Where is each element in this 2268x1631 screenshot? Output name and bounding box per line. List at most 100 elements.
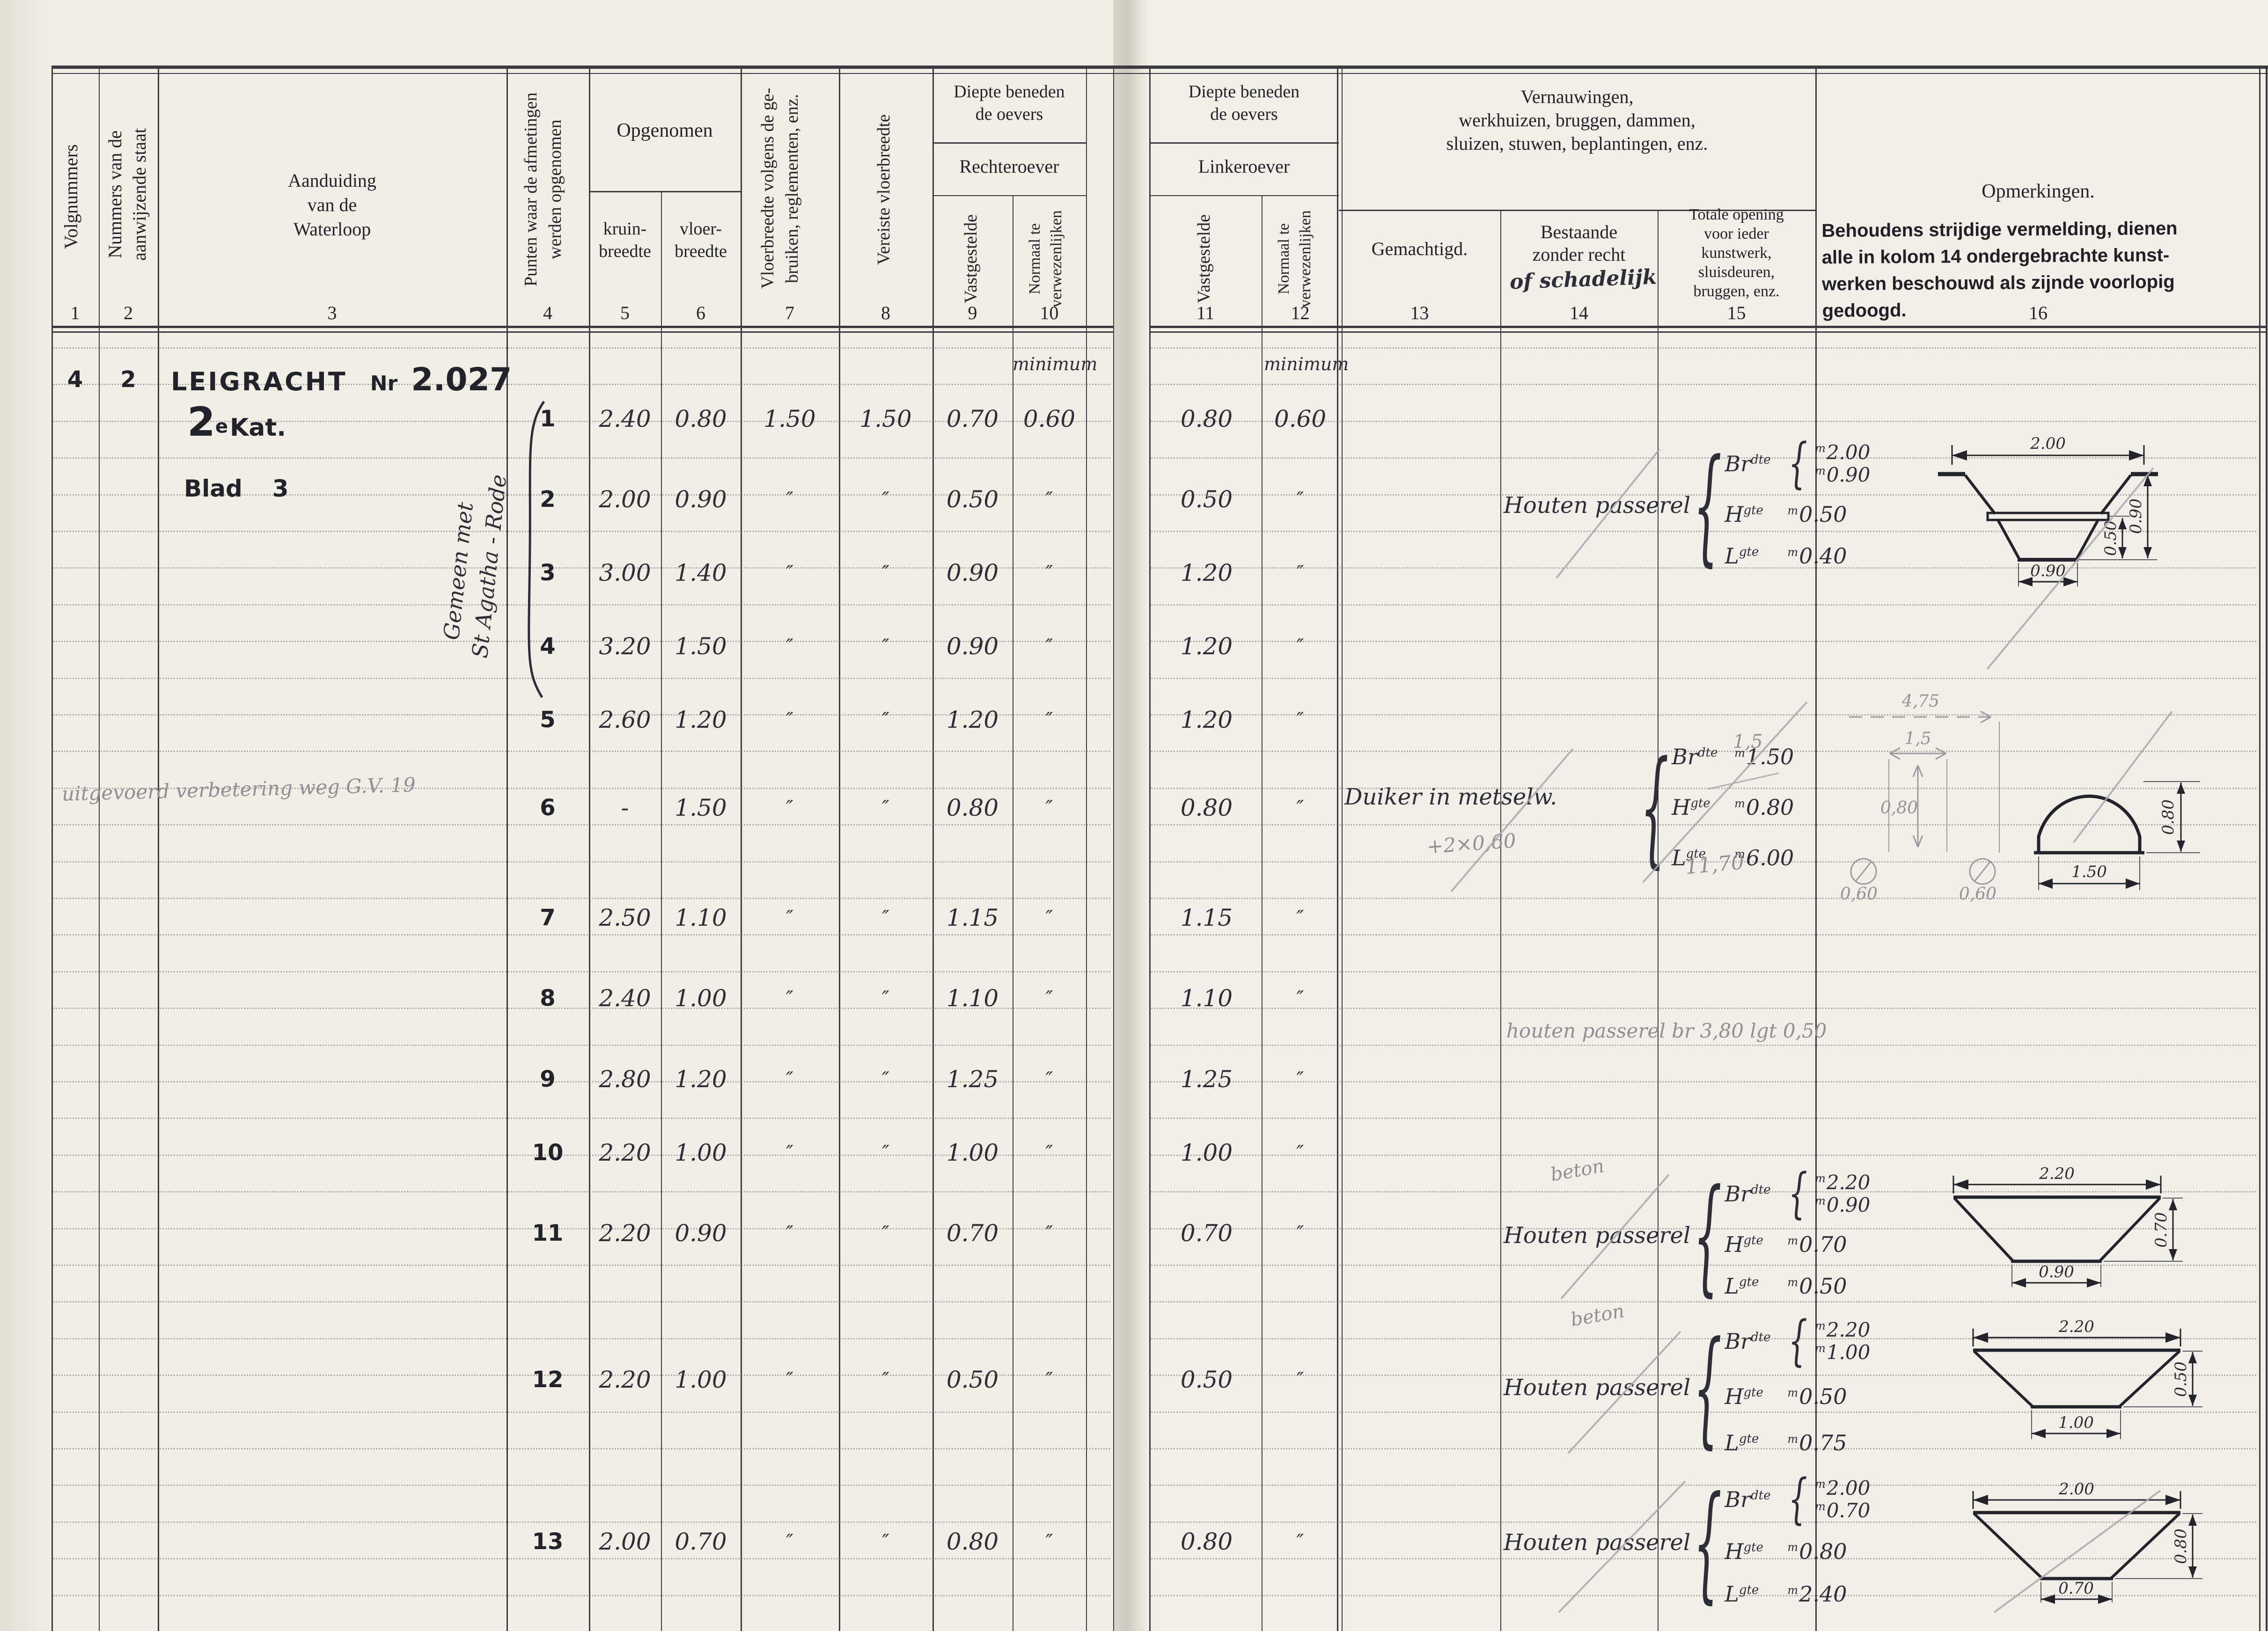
cell-value: ″	[1296, 796, 1304, 819]
ruled-line	[53, 861, 1110, 863]
ruled-line	[1151, 457, 2256, 459]
cell-value: 0.90	[946, 559, 999, 586]
grid-line-horizontal	[932, 195, 1086, 196]
cell-value: 2.00	[599, 486, 651, 513]
cell-value: 1.20	[946, 706, 999, 733]
ruled-line	[53, 567, 1110, 569]
cell-value: 1.00	[675, 1366, 727, 1393]
cell-value: ″	[1045, 1141, 1053, 1164]
cell-value: 1.20	[1180, 706, 1233, 733]
cell-point: 1	[540, 406, 556, 432]
brace: {	[1693, 1469, 1722, 1616]
ruled-line	[1151, 1008, 2256, 1009]
grid-line-horizontal	[51, 326, 1113, 328]
cell-value: ″	[882, 987, 889, 1009]
ruled-line	[1151, 567, 2256, 569]
svg-text:0.70: 0.70	[2058, 1579, 2094, 1598]
minimum-label-right-bank: minimum	[1013, 354, 1098, 374]
svg-text:0.90: 0.90	[2127, 498, 2145, 534]
cell-value: ″	[786, 906, 793, 929]
sketch-passerel-row12: 2.20 1.00 0.50	[1972, 1317, 2202, 1439]
ruled-line	[1151, 898, 2256, 899]
cell-value: 1.00	[946, 1139, 999, 1166]
cell-value: ″	[786, 1530, 793, 1553]
svg-text:0.50: 0.50	[2101, 520, 2120, 556]
brace: {	[1693, 1162, 1722, 1309]
grid-line-horizontal	[1339, 210, 1815, 211]
cell-value: ″	[882, 796, 889, 819]
cell-value: 0.90	[675, 486, 727, 513]
ruled-line	[53, 531, 1110, 532]
ruled-line	[53, 384, 1110, 385]
pencil-passerel-note: houten passerel br 3,80 lgt 0,50	[1506, 1019, 1827, 1042]
svg-text:2.20: 2.20	[2039, 1164, 2075, 1183]
kunstwerk-row12: Houten passerel { Brdte{ m2.20 m1.00 Hgt…	[1504, 1310, 1871, 1461]
cell-value: ″	[1296, 561, 1304, 584]
cell-value: ″	[1045, 1530, 1053, 1553]
cell-value: 0.70	[946, 1220, 999, 1247]
cell-point: 12	[532, 1367, 564, 1393]
grid-line-horizontal	[1149, 326, 2266, 328]
cell-value: 0.70	[946, 405, 999, 432]
col16-header: Opmerkingen.	[1982, 181, 2095, 202]
cell-value: ″	[1296, 1530, 1304, 1553]
ruled-line	[53, 1338, 1110, 1339]
col11-header: Vastgestelde	[1194, 214, 1214, 303]
grid-line-vertical	[932, 66, 934, 1631]
cell-value: 0.70	[675, 1528, 727, 1555]
cell-value: ″	[1045, 796, 1053, 819]
duiker-pencil-width: 1,5	[1733, 731, 1763, 753]
grid-line-vertical	[2266, 66, 2268, 1631]
kunstwerk-row2: Houten passerel { Brdte{ m2.00 m0.90 Hgt…	[1504, 432, 1871, 579]
cell-value: 0.80	[1180, 794, 1233, 821]
cell-value: 2.00	[599, 1528, 651, 1555]
cell-value: ″	[1045, 1068, 1053, 1090]
ruled-line	[53, 751, 1110, 752]
ruled-line	[1151, 1155, 2256, 1156]
column-number: 1	[70, 302, 80, 323]
grid-line-horizontal	[1149, 142, 1339, 144]
cell-value: 0.60	[1023, 405, 1076, 432]
cell-point: 6	[540, 795, 556, 821]
col3-header: Aanduiding van de Waterloop	[288, 170, 376, 240]
ruled-line	[53, 1485, 1110, 1486]
cell-value: ″	[786, 1221, 793, 1244]
col14-handwritten-addition: of schadelijk	[1509, 265, 1658, 294]
cell-point: 10	[532, 1140, 564, 1166]
svg-text:0.50: 0.50	[2172, 1361, 2190, 1397]
cell-value: 1.50	[859, 405, 912, 432]
svg-text:0,80: 0,80	[1880, 798, 1918, 818]
cell-value: 0.50	[946, 486, 999, 513]
minimum-label-left-bank: minimum	[1264, 354, 1349, 374]
ruled-line	[1151, 1485, 2256, 1486]
cell-value: 1.10	[675, 904, 727, 931]
col7-header-line2: bruiken, reglementen, enz.	[782, 94, 802, 283]
svg-text:0.90: 0.90	[2030, 562, 2066, 580]
cell-value: 0.90	[675, 1220, 727, 1247]
cell-value: ″	[786, 488, 793, 511]
waterloop-category: 2e Kat.	[187, 399, 286, 446]
kunstwerk-label: Houten passerel	[1504, 492, 1691, 519]
cell-value: ″	[1045, 1221, 1053, 1244]
cell-point: 5	[540, 707, 556, 733]
cell-value: 3.20	[599, 633, 651, 660]
cell-value: 1.10	[946, 985, 999, 1012]
column-number: 2	[124, 302, 133, 323]
ruled-line	[53, 1228, 1110, 1229]
ruled-line	[53, 1081, 1110, 1082]
ruled-line	[53, 1301, 1110, 1302]
cell-value: 1.10	[1180, 985, 1233, 1012]
column-number: 13	[1410, 302, 1429, 323]
ruled-line	[53, 788, 1110, 789]
cell-value: ″	[1296, 1068, 1304, 1090]
cell-value: 2.40	[599, 405, 651, 432]
cell-point: 11	[532, 1220, 564, 1246]
ruled-line	[53, 457, 1110, 459]
ruled-line	[53, 1155, 1110, 1156]
svg-text:2.20: 2.20	[2058, 1317, 2094, 1336]
duiker-label: Duiker in metselw.	[1344, 784, 1557, 810]
col1-header: Volgnummers	[60, 144, 81, 249]
grid-line-horizontal	[51, 73, 2268, 74]
cell-value: -	[621, 794, 629, 821]
